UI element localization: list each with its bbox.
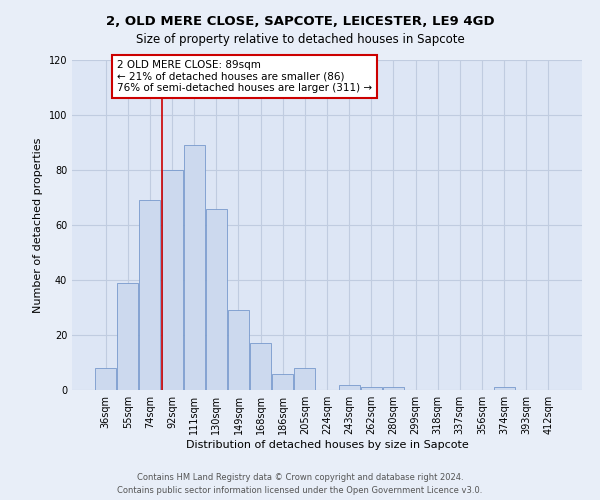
Bar (118, 283, 139, 390)
Bar (250, 343, 271, 390)
Bar (139, 200, 160, 390)
X-axis label: Distribution of detached houses by size in Sapcote: Distribution of detached houses by size … (185, 440, 469, 450)
Bar (338, 384, 359, 390)
Bar (383, 387, 404, 390)
Bar (228, 310, 249, 390)
Bar (272, 374, 293, 390)
Bar (95, 368, 116, 390)
Text: 2 OLD MERE CLOSE: 89sqm
← 21% of detached houses are smaller (86)
76% of semi-de: 2 OLD MERE CLOSE: 89sqm ← 21% of detache… (117, 60, 372, 93)
Bar (184, 145, 205, 390)
Bar (361, 387, 382, 390)
Y-axis label: Number of detached properties: Number of detached properties (33, 138, 43, 312)
Text: 2, OLD MERE CLOSE, SAPCOTE, LEICESTER, LE9 4GD: 2, OLD MERE CLOSE, SAPCOTE, LEICESTER, L… (106, 15, 494, 28)
Bar (494, 387, 515, 390)
Text: Contains HM Land Registry data © Crown copyright and database right 2024.
Contai: Contains HM Land Registry data © Crown c… (118, 473, 482, 495)
Bar (295, 368, 316, 390)
Bar (161, 170, 182, 390)
Bar (206, 208, 227, 390)
Text: Size of property relative to detached houses in Sapcote: Size of property relative to detached ho… (136, 32, 464, 46)
